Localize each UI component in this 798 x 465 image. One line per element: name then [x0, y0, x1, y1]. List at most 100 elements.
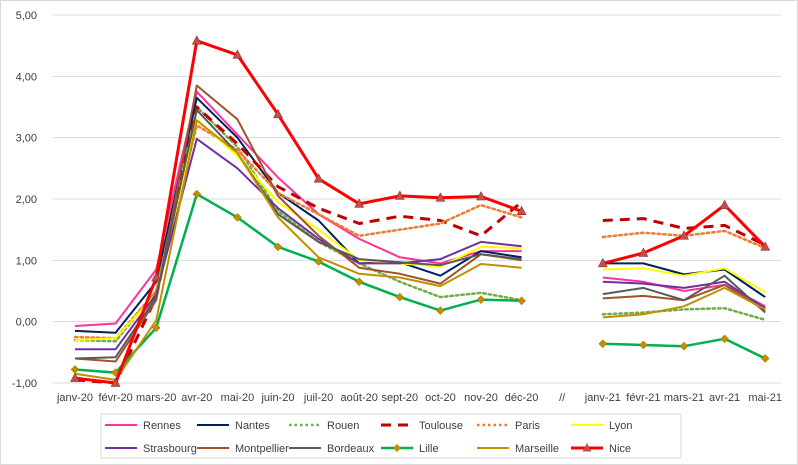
series-marseille: [74, 119, 766, 381]
legend-item-bordeaux: Bordeaux: [289, 443, 375, 455]
legend-label: Toulouse: [419, 420, 463, 432]
x-tick-label: avr-21: [709, 392, 740, 404]
series-line: [75, 137, 522, 351]
x-tick-label: avr-20: [181, 392, 212, 404]
legend-item-nice: Nice: [571, 443, 631, 455]
y-tick-label: 4,00: [16, 71, 37, 83]
data-point: [638, 247, 649, 257]
data-point: [70, 365, 80, 374]
data-point: [314, 257, 323, 266]
series-line: [74, 119, 522, 381]
data-point: [720, 334, 729, 344]
series-line: [74, 90, 522, 327]
x-tick-label: janv-20: [56, 392, 93, 404]
legend-label: Lille: [419, 443, 439, 455]
legend-label: Nice: [609, 443, 631, 455]
data-point: [394, 190, 405, 200]
series-line: [602, 274, 766, 314]
data-point: [273, 242, 283, 252]
series-line: [602, 262, 766, 298]
gridlines: [53, 14, 781, 384]
data-point: [435, 192, 446, 202]
x-tick-label: mai-21: [748, 392, 782, 404]
data-point: [110, 377, 121, 387]
series-nantes: [74, 96, 766, 334]
series-line: [602, 276, 766, 308]
x-tick-label: mars-20: [136, 392, 176, 404]
x-tick-label: mars-21: [664, 392, 704, 404]
data-point: [476, 295, 486, 304]
series-line: [602, 286, 766, 319]
legend-label: Nantes: [235, 420, 270, 432]
data-point: [597, 257, 608, 268]
data-point: [598, 339, 608, 349]
legend-label: Lyon: [609, 420, 632, 432]
data-point: [760, 354, 770, 363]
legend-item-toulouse: Toulouse: [381, 420, 463, 432]
legend-item-strasbourg: Strasbourg: [105, 443, 197, 455]
legend-label: Montpellier: [235, 443, 289, 455]
series-line: [602, 217, 766, 247]
x-tick-label: mai-20: [221, 392, 255, 404]
legend-label: Marseille: [515, 443, 559, 455]
series-line: [74, 39, 523, 385]
data-point: [639, 340, 648, 350]
legend-label: Rouen: [327, 420, 359, 432]
series-line: [74, 109, 522, 360]
data-point: [313, 173, 324, 183]
data-point: [436, 306, 445, 315]
data-point: [395, 292, 405, 302]
data-point: [719, 199, 730, 209]
legend-item-montpellier: Montpellier: [197, 443, 289, 455]
legend-marker: [393, 444, 401, 452]
legend: Rennes Nantes Rouen Toulouse Paris Lyon Strasb…: [100, 413, 682, 459]
x-tick-label: sept-20: [381, 392, 418, 404]
x-tick-label: févr-21: [626, 392, 660, 404]
x-axis: janv-20 févr-20 mars-20 avr-20 mai-20 juin-20…: [56, 392, 782, 404]
x-tick-label: août-20: [341, 392, 378, 404]
x-tick-label: nov-20: [464, 392, 498, 404]
x-tick-label: //: [559, 392, 566, 404]
data-point: [232, 49, 243, 59]
data-point: [151, 271, 162, 282]
legend-label: Rennes: [143, 420, 181, 432]
legend-label: Bordeaux: [327, 443, 375, 455]
legend-item-lyon: Lyon: [571, 420, 632, 432]
x-tick-label: juin-20: [260, 392, 294, 404]
series-line: [602, 280, 766, 310]
legend-item-marseille: Marseille: [477, 443, 559, 455]
series-line: [602, 267, 766, 294]
legend-label: Paris: [515, 420, 541, 432]
series-nice: [70, 35, 771, 387]
data-point: [354, 277, 364, 287]
series-line: [74, 192, 522, 374]
legend-label: Strasbourg: [143, 443, 197, 455]
data-point: [70, 372, 80, 382]
series-line: [74, 84, 522, 363]
data-point: [273, 108, 283, 119]
legend-item-lille: Lille: [381, 443, 439, 455]
data-point: [679, 230, 689, 240]
series-line: [601, 306, 767, 322]
x-tick-label: juil-20: [303, 392, 333, 404]
y-tick-label: 5,00: [16, 10, 37, 22]
data-point: [679, 341, 689, 351]
legend-item-rennes: Rennes: [105, 420, 181, 432]
y-tick-label: 1,00: [16, 255, 37, 267]
x-tick-label: déc-20: [505, 392, 539, 404]
y-axis: -1,00 0,00 1,00 2,00 3,00 4,00 5,00: [12, 10, 37, 390]
data-point: [517, 296, 526, 306]
series-rouen: [73, 105, 767, 343]
data-point: [516, 205, 527, 216]
x-tick-label: oct-20: [425, 392, 456, 404]
y-tick-label: 3,00: [16, 133, 37, 145]
y-tick-label: 0,00: [16, 317, 37, 329]
series-bordeaux: [74, 109, 766, 360]
y-tick-label: 2,00: [16, 194, 37, 206]
x-tick-label: févr-20: [98, 392, 132, 404]
legend-item-rouen: Rouen: [289, 420, 359, 432]
legend-marker: [582, 443, 592, 452]
series-line: [73, 105, 523, 343]
data-point: [476, 191, 486, 201]
